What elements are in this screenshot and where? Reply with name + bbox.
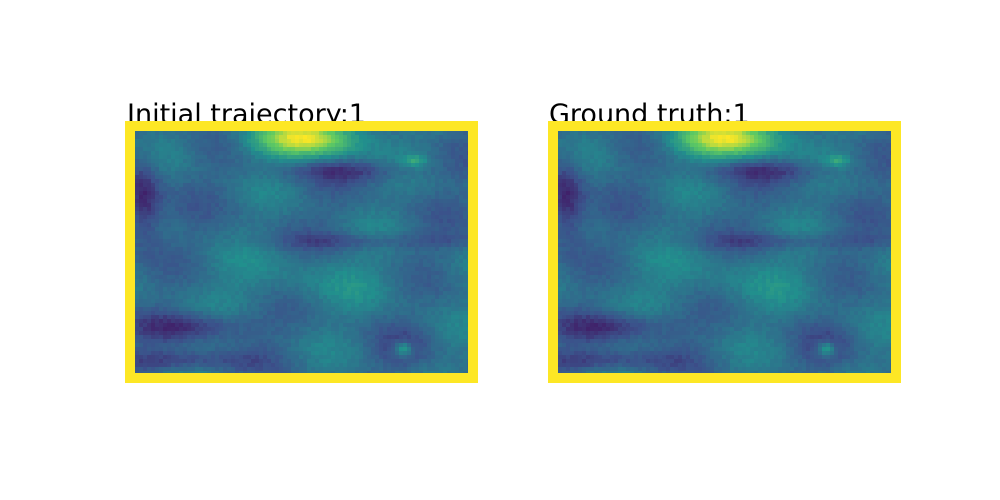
image-frame-ground-truth — [548, 121, 901, 383]
image-frame-initial-trajectory — [125, 121, 478, 383]
heightmap-image-initial — [135, 131, 468, 373]
heightmap-image-ground-truth — [558, 131, 891, 373]
